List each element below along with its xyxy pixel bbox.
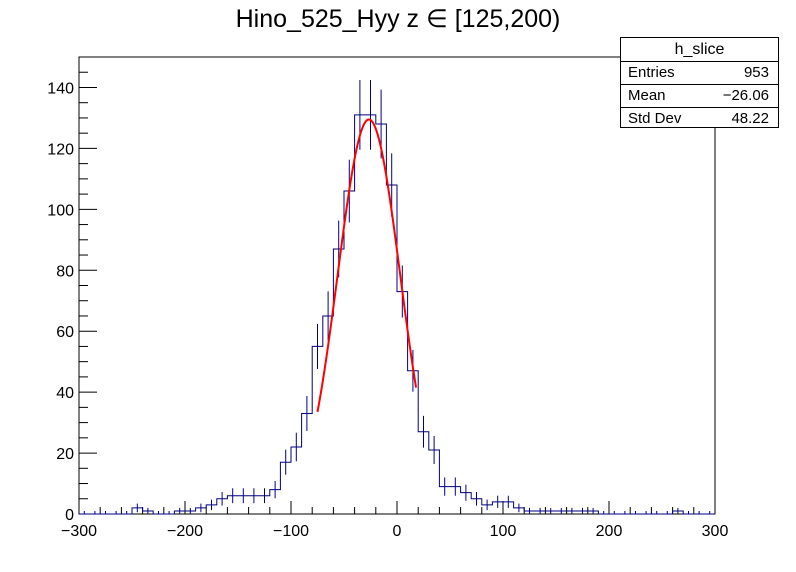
stats-value: 48.22 bbox=[731, 110, 769, 127]
y-tick-label: 120 bbox=[47, 141, 74, 158]
stats-label: Mean bbox=[628, 87, 666, 104]
y-tick-label: 80 bbox=[56, 263, 74, 280]
x-tick-label: −200 bbox=[167, 523, 203, 540]
gaussian-fit bbox=[316, 118, 418, 413]
plot-title: Hino_525_Hyy z ∈ [125,200) bbox=[235, 5, 561, 33]
x-tick-label: −300 bbox=[61, 523, 97, 540]
x-axis-tick-labels: −300 −200 −100 0 100 200 300 bbox=[61, 523, 728, 540]
stats-box: h_slice Entries 953 Mean −26.06 Std Dev … bbox=[620, 37, 779, 128]
x-tick-label: 300 bbox=[702, 523, 729, 540]
stats-label: Entries bbox=[628, 64, 675, 81]
stats-value: −26.06 bbox=[722, 87, 769, 104]
y-tick-label: 100 bbox=[47, 202, 74, 219]
stats-row-mean: Mean −26.06 bbox=[621, 84, 778, 107]
x-tick-label: 100 bbox=[490, 523, 517, 540]
stats-row-entries: Entries 953 bbox=[621, 62, 778, 84]
y-axis-tick-labels: 0 20 40 60 80 100 120 140 bbox=[47, 80, 74, 524]
y-tick-label: 0 bbox=[65, 507, 74, 524]
x-tick-label: 200 bbox=[596, 523, 623, 540]
stats-label: Std Dev bbox=[628, 110, 682, 127]
gaussian-fit-curve bbox=[316, 118, 418, 413]
y-tick-label: 40 bbox=[56, 385, 74, 402]
x-tick-label: −100 bbox=[273, 523, 309, 540]
y-tick-label: 60 bbox=[56, 324, 74, 341]
y-tick-label: 140 bbox=[47, 80, 74, 97]
stats-box-name: h_slice bbox=[621, 38, 778, 62]
y-tick-label: 20 bbox=[56, 446, 74, 463]
x-tick-label: 0 bbox=[393, 523, 402, 540]
stats-row-std-dev: Std Dev 48.22 bbox=[621, 107, 778, 130]
stats-value: 953 bbox=[743, 64, 769, 81]
